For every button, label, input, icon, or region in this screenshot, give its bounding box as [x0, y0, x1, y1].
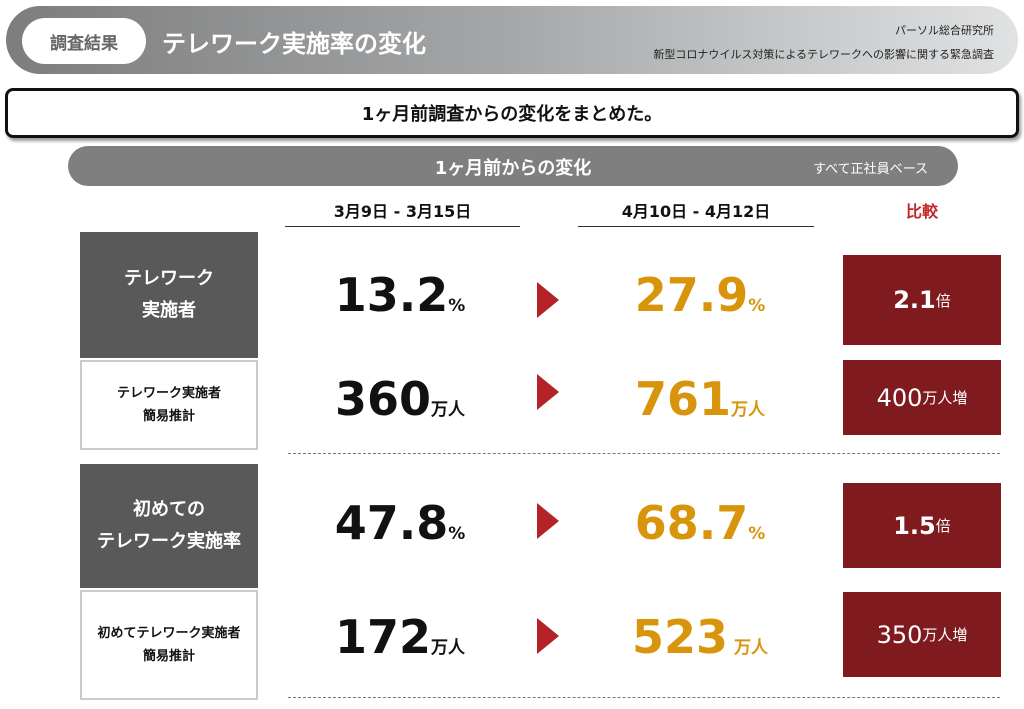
value-unit: 万人 [731, 400, 766, 420]
value-unit: % [748, 296, 766, 316]
value-number: 68.7 [634, 496, 749, 550]
value-number: 13.2 [334, 268, 449, 322]
row-label-line: 初めての [133, 498, 205, 520]
divider [578, 226, 814, 227]
arrow-right-icon [537, 503, 559, 539]
survey-name: 新型コロナウイルス対策によるテレワークへの影響に関する緊急調査 [653, 48, 994, 61]
compare-box: 2.1 倍 [843, 255, 1001, 345]
header-bar [6, 6, 1018, 74]
row-label-line: 実施者 [142, 300, 196, 321]
before-value: 13.2% [290, 268, 510, 322]
before-value: 360万人 [290, 372, 510, 426]
row-label: 初めてのテレワーク実施率 [80, 464, 258, 588]
row-label: テレワーク実施者 簡易推計 [80, 360, 258, 450]
compare-number: 400 [876, 383, 923, 412]
value-number: 523 [632, 610, 729, 664]
column-header-before: 3月9日 - 3月15日 [333, 202, 472, 221]
compare-unit: 万人増 [922, 389, 968, 407]
column-header-after: 4月10日 - 4月12日 [621, 202, 771, 221]
value-number: 27.9 [634, 268, 749, 322]
before-value: 172万人 [290, 610, 510, 664]
compare-unit: 万人増 [922, 626, 968, 644]
compare-number: 1.5 [893, 511, 936, 540]
dashed-divider [288, 697, 1000, 698]
section-title: 1ヶ月前からの変化 [434, 158, 592, 179]
dashed-divider [288, 453, 1000, 454]
basis-note: すべて正社員ベース [813, 162, 928, 177]
section-bar: 1ヶ月前からの変化 すべて正社員ベース [68, 146, 958, 186]
arrow-right-icon [537, 282, 559, 318]
compare-unit: 倍 [935, 517, 951, 535]
page-title: テレワーク実施率の変化 [162, 30, 426, 58]
summary-box: 1ヶ月前調査からの変化をまとめた。 [5, 88, 1019, 138]
value-unit: % [448, 524, 466, 544]
after-value: 523 万人 [590, 610, 810, 664]
row-label-line: テレワーク実施率 [97, 531, 241, 552]
row-label: 初めてテレワーク実施者 簡易推計 [80, 590, 258, 700]
row-label-line: 初めてテレワーク実施者 [97, 625, 241, 641]
row-label-line: 簡易推計 [142, 409, 195, 424]
arrow-right-icon [537, 618, 559, 654]
value-unit: 万人 [728, 638, 768, 658]
column-header-compare: 比較 [905, 202, 938, 221]
value-number: 172 [334, 610, 432, 664]
organization: パーソル総合研究所 [895, 24, 994, 37]
row-label-line: テレワーク実施者 [116, 385, 221, 401]
before-value: 47.8% [290, 496, 510, 550]
value-unit: % [748, 524, 766, 544]
section-tag: 調査結果 [22, 18, 146, 64]
after-value: 761万人 [590, 372, 810, 426]
value-unit: 万人 [431, 400, 466, 420]
compare-box: 400 万人増 [843, 360, 1001, 435]
after-value: 68.7% [590, 496, 810, 550]
after-value: 27.9% [590, 268, 810, 322]
row-label: テレワーク 実施者 [80, 232, 258, 358]
row-label-line: テレワーク [124, 267, 214, 289]
value-unit: 万人 [431, 638, 466, 658]
compare-number: 2.1 [893, 286, 936, 314]
value-number: 47.8 [334, 496, 449, 550]
value-unit: % [448, 296, 466, 316]
value-number: 761 [634, 372, 732, 426]
row-label-line: 簡易推計 [142, 649, 195, 664]
compare-box: 1.5 倍 [843, 483, 1001, 568]
compare-number: 350 [876, 620, 923, 649]
compare-box: 350 万人増 [843, 592, 1001, 677]
value-number: 360 [334, 372, 432, 426]
divider [285, 226, 520, 227]
compare-unit: 倍 [935, 291, 951, 310]
arrow-right-icon [537, 374, 559, 410]
